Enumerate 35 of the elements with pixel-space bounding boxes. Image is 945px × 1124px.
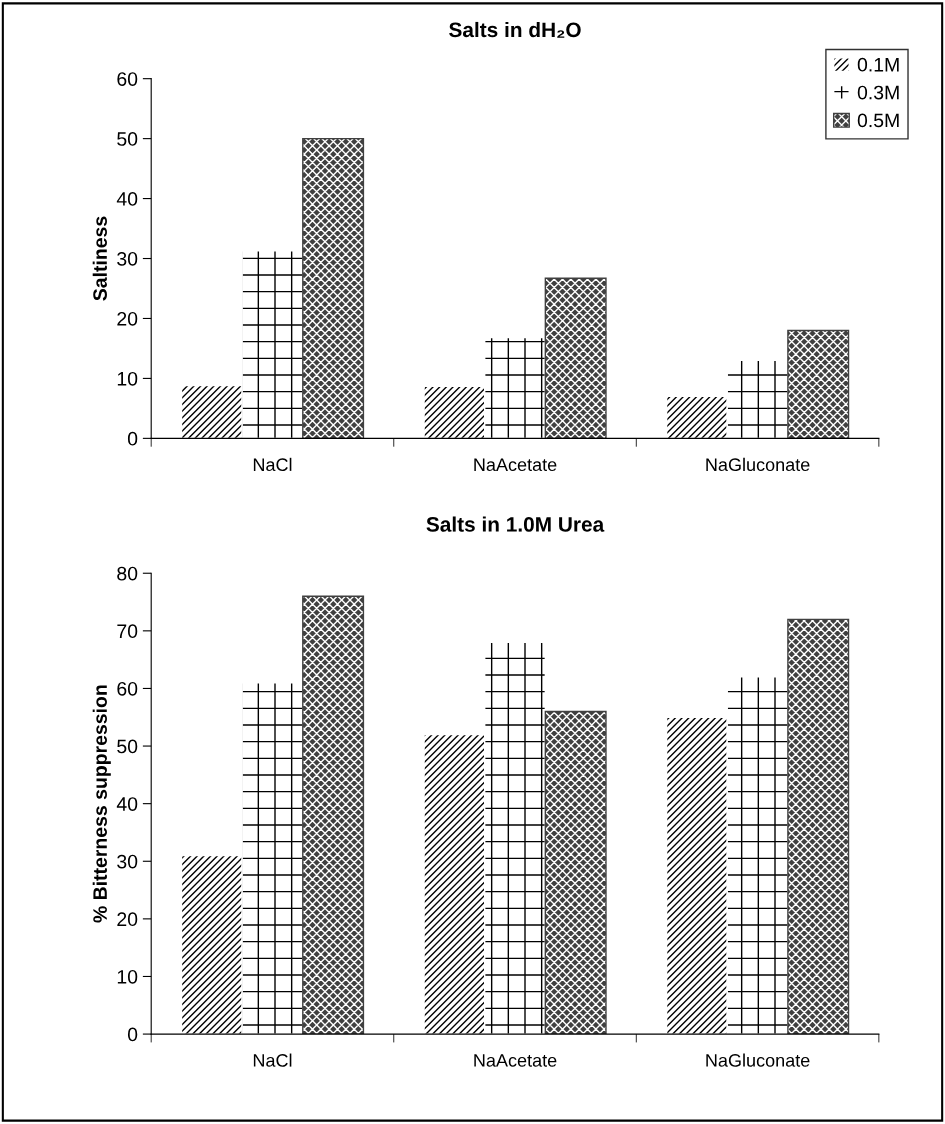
legend-label: 0.3M <box>857 85 899 100</box>
bar <box>544 710 607 1035</box>
y-tick-label: 70 <box>117 624 138 639</box>
y-tick-label: 30 <box>117 251 138 266</box>
x-tick-label: NaGluconate <box>706 1053 810 1067</box>
y-tick-label: 60 <box>117 681 138 696</box>
y-tick-label: 30 <box>117 854 138 869</box>
legend-label: 0.5M <box>857 113 899 128</box>
legend-label: 0.1M <box>857 57 899 72</box>
y-tick-label: 0 <box>127 1027 138 1042</box>
y-tick-label: 50 <box>117 132 138 146</box>
bar <box>787 329 850 439</box>
x-tick-label: NaCl <box>253 1053 292 1067</box>
y-tick-label: 60 <box>117 72 138 86</box>
y-tick-label: 10 <box>117 371 138 386</box>
y-tick-label: 40 <box>116 192 138 206</box>
bar <box>302 595 365 1035</box>
y-tick-label: 20 <box>117 311 138 326</box>
y-axis-title: % Bitterness suppression <box>92 685 111 923</box>
y-axis-title: Saltiness <box>92 216 107 301</box>
x-tick-label: NaCl <box>253 457 292 472</box>
x-tick-label: NaAcetate <box>474 458 557 472</box>
y-tick-label: 0 <box>127 431 138 446</box>
y-tick-label: 50 <box>117 739 138 754</box>
y-tick-label: 20 <box>117 912 138 927</box>
chart-title: Salts in dH₂O <box>449 21 581 38</box>
bar <box>787 618 850 1035</box>
bar <box>544 277 607 439</box>
x-tick-label: NaGluconate <box>706 457 810 472</box>
y-tick-label: 10 <box>117 969 138 984</box>
bar <box>302 137 365 439</box>
y-tick-label: 80 <box>117 566 138 581</box>
x-tick-label: NaAcetate <box>474 1054 557 1067</box>
chart-title: Salts in 1.0M Urea <box>426 516 605 532</box>
y-tick-label: 40 <box>116 797 138 811</box>
